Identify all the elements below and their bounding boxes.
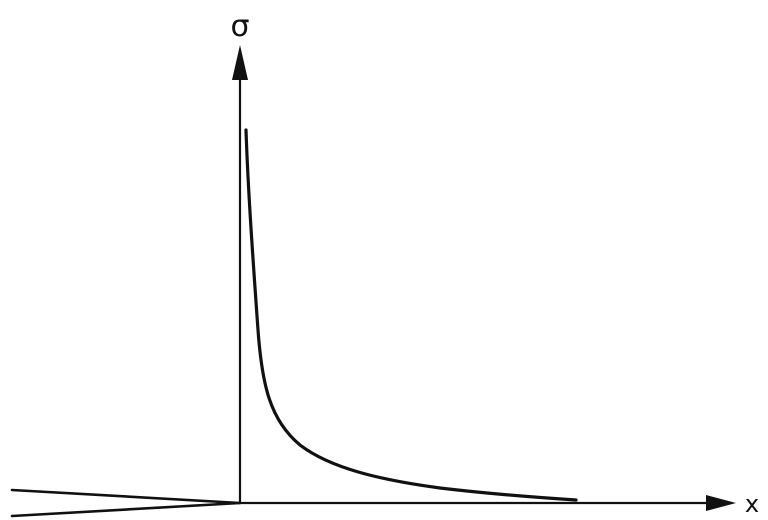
- y-axis-label: σ: [230, 9, 249, 44]
- x-axis-arrow-icon: [706, 495, 736, 511]
- x-axis-label: x: [745, 490, 759, 518]
- y-axis-arrow-icon: [232, 45, 248, 80]
- left-lower-line: [10, 501, 242, 518]
- left-upper-line: [10, 488, 242, 505]
- stress-curve: [244, 128, 578, 502]
